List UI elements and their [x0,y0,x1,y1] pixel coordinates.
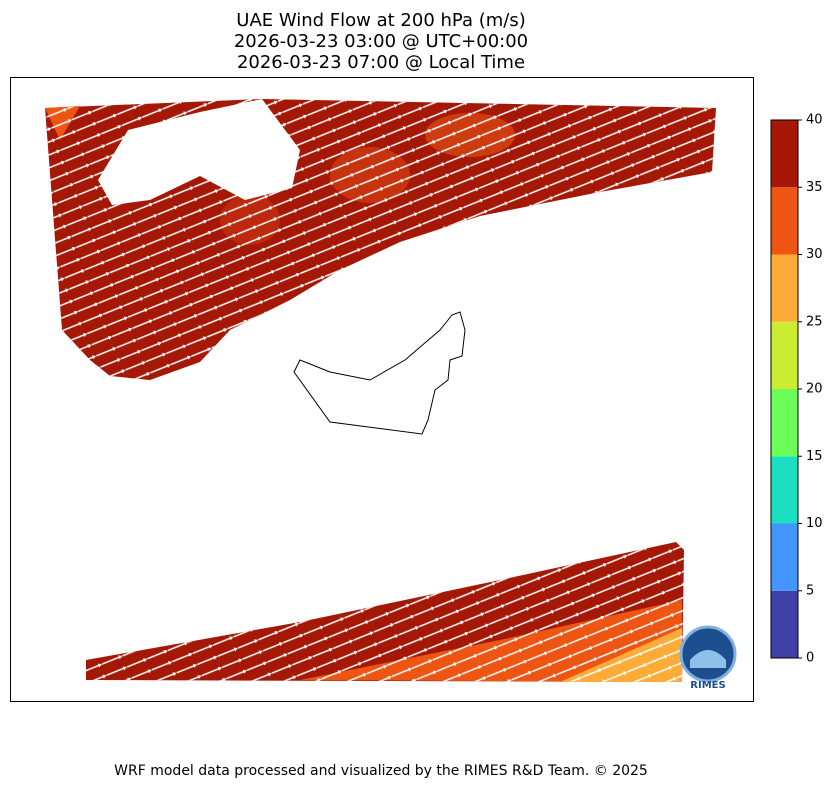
colorbar-tick-label: 35 [806,180,823,195]
colorbar-segment [771,523,798,591]
colorbar-segment [771,389,798,457]
colorbar-tick-label: 25 [806,314,823,329]
wind-field-south [86,542,684,682]
colorbar-segment [771,456,798,524]
colorbar-tick-label: 5 [806,583,814,598]
logo-text: RIMES [690,680,725,691]
colorbar-segment [771,254,798,322]
colorbar-tick-label: 20 [806,382,823,397]
colorbar-tick-label: 40 [806,113,823,128]
map: RIMES [10,77,754,702]
colorbar-tick-label: 30 [806,247,823,262]
colorbar-tick-label: 10 [806,516,823,531]
footer: WRF model data processed and visualized … [114,763,648,779]
title-line: 2026-03-23 07:00 @ Local Time [237,52,525,73]
colorbar-segment [771,321,798,389]
colorbar-tick-label: 0 [806,651,814,666]
colorbar-segment [771,187,798,255]
colorbar-segment [771,590,798,658]
country-outline [293,311,466,435]
logo: RIMES [679,625,737,691]
colorbar-tick-label: 15 [806,449,823,464]
map-frame [10,77,754,702]
wind-field-north [45,99,716,380]
colorbar: 0 5 10 15 20 25 30 35 40 [770,113,823,666]
title-line: UAE Wind Flow at 200 hPa (m/s) [236,10,525,31]
title-line: 2026-03-23 03:00 @ UTC+00:00 [234,31,528,52]
colorbar-segment [771,120,798,188]
